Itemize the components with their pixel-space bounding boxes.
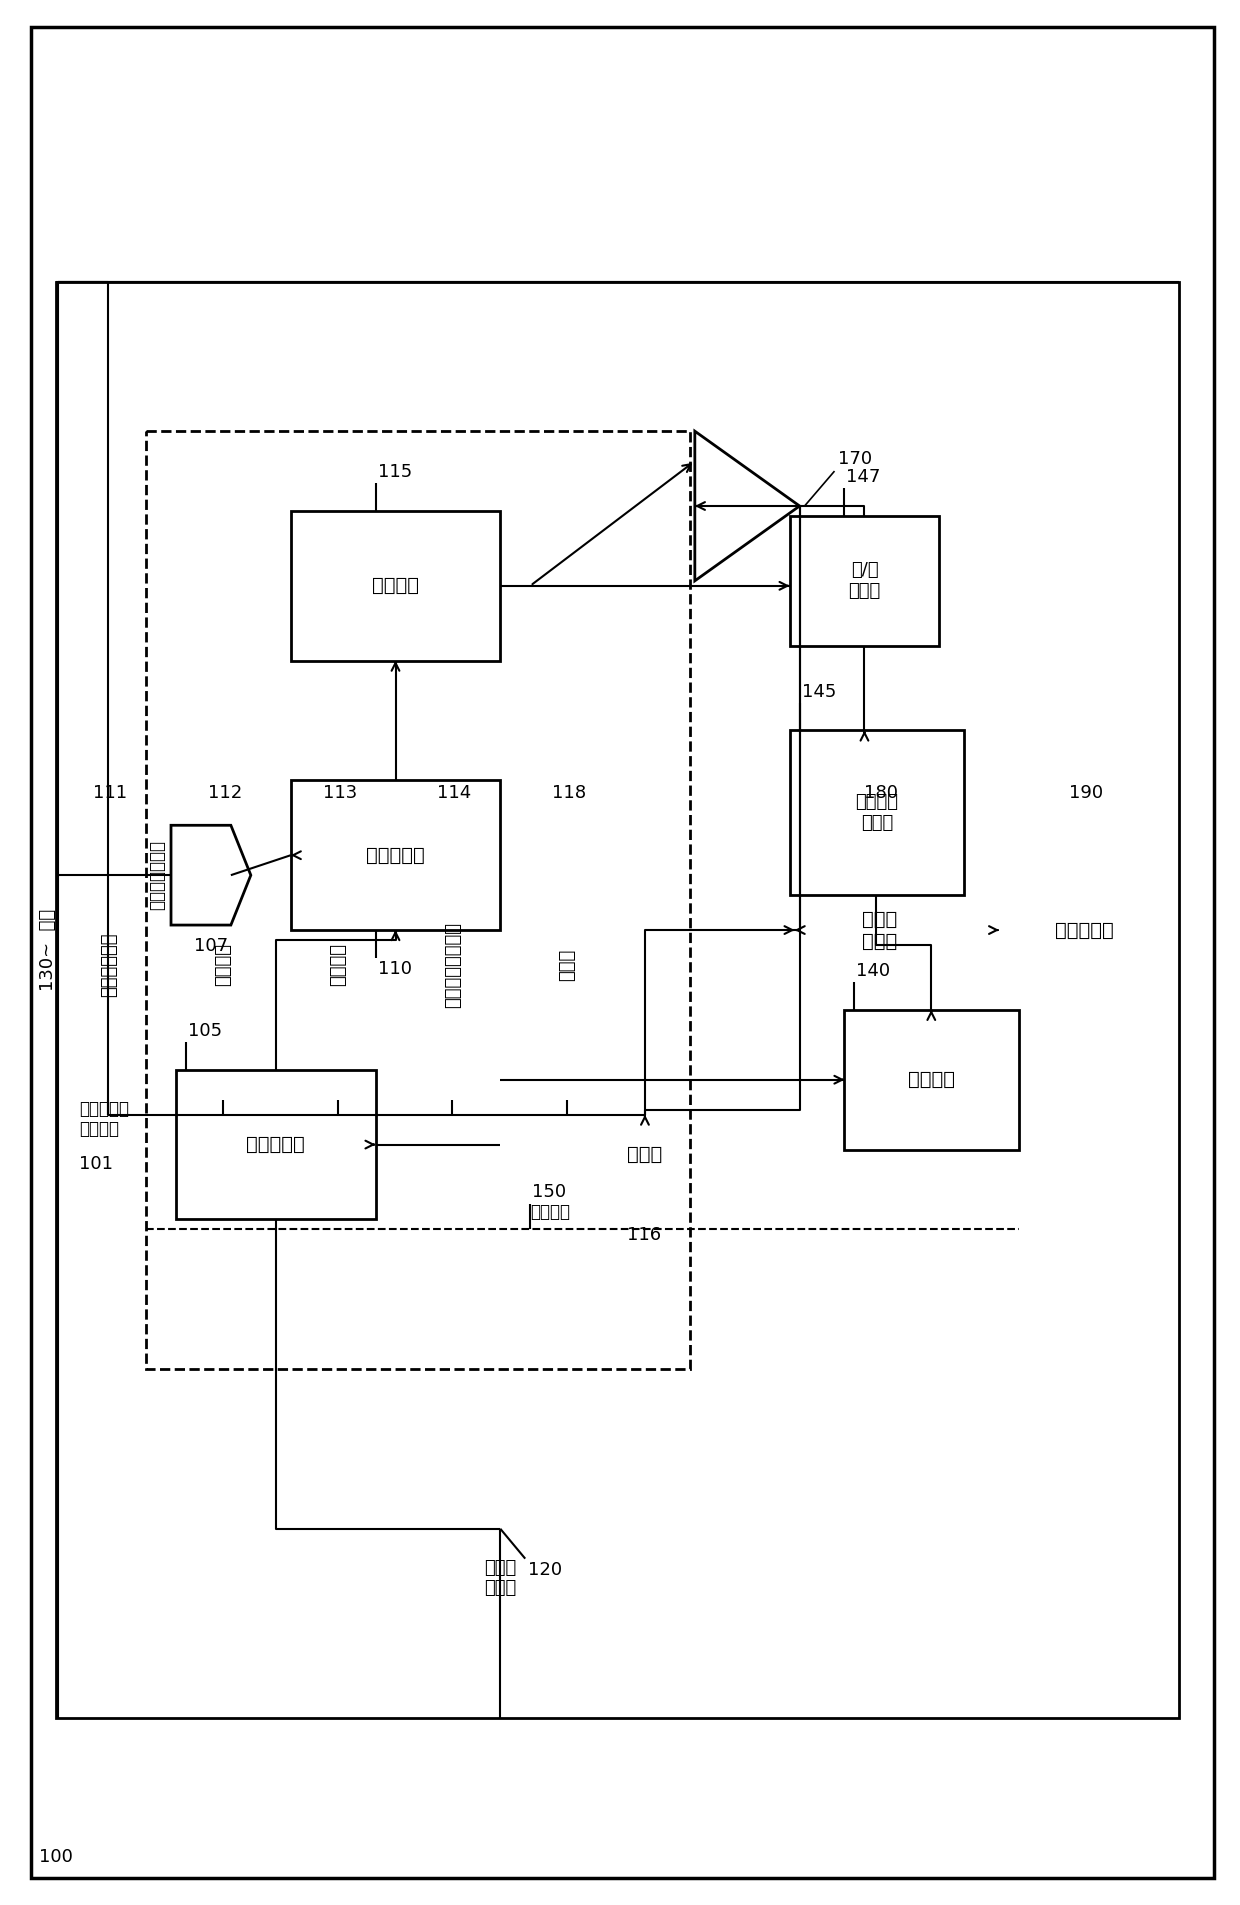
Bar bbox=[290, 511, 500, 661]
Text: 远场扬声器
启用信号: 远场扬声器 启用信号 bbox=[79, 1099, 129, 1139]
Text: 电压阈值: 电压阈值 bbox=[329, 943, 347, 987]
Text: 数/模
转换器: 数/模 转换器 bbox=[848, 562, 880, 600]
Text: 音频信号电平阈值: 音频信号电平阈值 bbox=[444, 922, 461, 1008]
Text: 170: 170 bbox=[837, 450, 872, 469]
Bar bbox=[790, 730, 965, 895]
Text: 190: 190 bbox=[1069, 785, 1104, 802]
Text: 145: 145 bbox=[801, 682, 836, 701]
Text: 升压器: 升压器 bbox=[627, 1145, 662, 1164]
Text: 112: 112 bbox=[208, 785, 242, 802]
Bar bbox=[521, 831, 615, 1099]
Text: 增益引擎: 增益引擎 bbox=[372, 577, 419, 596]
Text: 步进率: 步进率 bbox=[558, 949, 577, 981]
Bar bbox=[585, 1114, 704, 1194]
Text: 118: 118 bbox=[552, 785, 587, 802]
Text: 120: 120 bbox=[528, 1560, 562, 1579]
Text: 116: 116 bbox=[627, 1227, 661, 1244]
Text: 130~  电池: 130~ 电池 bbox=[40, 909, 57, 991]
Bar bbox=[999, 831, 1169, 1031]
Text: 113: 113 bbox=[322, 785, 357, 802]
Text: 147: 147 bbox=[847, 469, 880, 486]
Text: 输入音
频信号: 输入音 频信号 bbox=[484, 1558, 516, 1598]
Text: 控制路径: 控制路径 bbox=[531, 1204, 570, 1221]
Text: 180: 180 bbox=[864, 785, 899, 802]
Bar bbox=[176, 831, 270, 1099]
Polygon shape bbox=[171, 825, 250, 926]
Text: 远场扬声器: 远场扬声器 bbox=[1054, 920, 1114, 939]
Text: 150: 150 bbox=[532, 1183, 567, 1202]
Text: 114: 114 bbox=[438, 785, 471, 802]
Bar bbox=[146, 431, 689, 1370]
Bar bbox=[405, 831, 500, 1099]
Text: 延迟产生器: 延迟产生器 bbox=[247, 1135, 305, 1154]
Text: 105: 105 bbox=[188, 1021, 222, 1040]
Text: 扬声器
驱动器: 扬声器 驱动器 bbox=[862, 909, 897, 951]
Bar bbox=[790, 516, 939, 646]
Text: 107: 107 bbox=[193, 937, 228, 954]
Text: 101: 101 bbox=[79, 1154, 113, 1173]
Bar bbox=[56, 282, 1179, 1718]
Text: 100: 100 bbox=[40, 1848, 73, 1867]
Text: 电压电平确定器: 电压电平确定器 bbox=[148, 840, 166, 911]
Bar bbox=[61, 831, 156, 1099]
Text: 115: 115 bbox=[377, 463, 412, 482]
Text: 衰减确定器: 衰减确定器 bbox=[366, 846, 425, 865]
Bar bbox=[795, 831, 965, 1031]
Text: 110: 110 bbox=[377, 960, 412, 977]
Text: 111: 111 bbox=[93, 785, 128, 802]
Text: 数字增益
控制器: 数字增益 控制器 bbox=[856, 792, 899, 832]
Text: 信号路径: 信号路径 bbox=[908, 1071, 955, 1090]
Text: 140: 140 bbox=[857, 962, 890, 979]
Bar bbox=[290, 831, 386, 1099]
Bar bbox=[290, 781, 500, 930]
Polygon shape bbox=[694, 431, 800, 581]
Bar bbox=[176, 1071, 376, 1219]
Text: 目标衰减映射: 目标衰减映射 bbox=[99, 933, 118, 996]
Bar bbox=[844, 1010, 1019, 1149]
Text: 最大衰减: 最大衰减 bbox=[215, 943, 232, 987]
